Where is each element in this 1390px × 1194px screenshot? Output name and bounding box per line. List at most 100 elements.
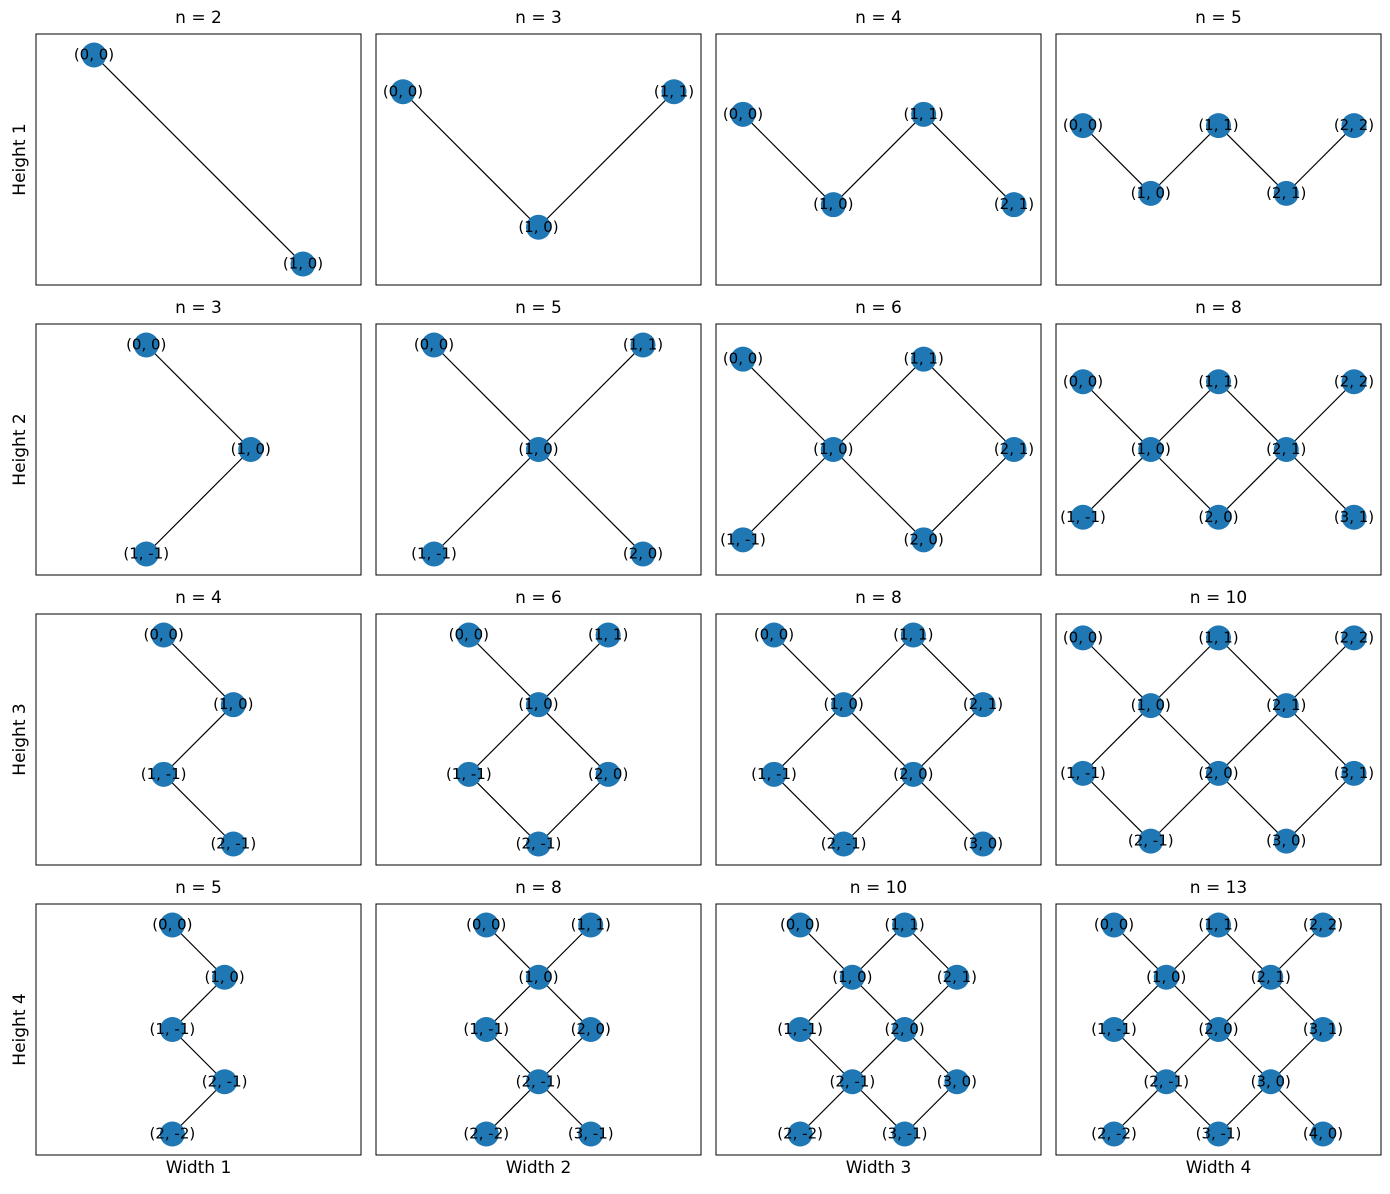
panel-frame xyxy=(35,903,362,1156)
node-label: (0, 0) xyxy=(723,350,763,368)
node-label: (1, 0) xyxy=(518,968,558,986)
node xyxy=(220,692,246,718)
node xyxy=(831,831,857,857)
node xyxy=(151,761,177,787)
node-label: (2, 1) xyxy=(1266,440,1306,458)
node-label: (2, -1) xyxy=(202,1072,248,1090)
node-label: (3, -1) xyxy=(1196,1125,1242,1143)
node-label: (1, -1) xyxy=(141,765,187,783)
node-label: (1, 1) xyxy=(1198,116,1238,134)
node-label: (1, -1) xyxy=(411,545,457,563)
node xyxy=(526,831,551,857)
edge xyxy=(1150,449,1219,518)
node xyxy=(526,1069,551,1095)
node xyxy=(1101,912,1127,938)
node xyxy=(911,527,937,553)
panel-frame xyxy=(375,613,702,866)
edge xyxy=(468,773,539,845)
node-label: (2, -1) xyxy=(516,835,562,853)
edge xyxy=(742,449,834,541)
panel-frame xyxy=(35,613,362,866)
node xyxy=(1070,760,1096,786)
node xyxy=(578,1121,604,1147)
node xyxy=(81,42,107,68)
node-label: (1, -1) xyxy=(720,530,766,548)
node xyxy=(595,761,621,787)
node xyxy=(630,541,656,567)
node xyxy=(839,1069,865,1095)
node xyxy=(1206,912,1231,938)
node xyxy=(900,622,926,648)
edge xyxy=(1082,125,1152,194)
panel-title: n = 8 xyxy=(515,878,562,898)
node-label: (2, -2) xyxy=(777,1125,823,1143)
edge xyxy=(1082,381,1152,450)
node xyxy=(1101,1121,1127,1147)
edge xyxy=(1285,705,1355,774)
node xyxy=(421,332,447,358)
node xyxy=(526,214,551,240)
edge xyxy=(1285,637,1355,707)
node xyxy=(661,79,687,105)
node xyxy=(944,1069,970,1095)
node-label: (2, 1) xyxy=(937,968,977,986)
panel-frame xyxy=(375,33,702,286)
edge xyxy=(1082,772,1152,842)
node xyxy=(1206,369,1231,395)
node-label: (1, 1) xyxy=(588,626,628,644)
panel-frame xyxy=(715,33,1042,286)
node xyxy=(456,761,482,787)
node-label: (2, 2) xyxy=(1303,916,1343,934)
edge xyxy=(912,704,984,775)
panel-title: n = 13 xyxy=(1190,878,1247,898)
edge xyxy=(1285,772,1355,842)
node-label: (2, 2) xyxy=(1334,628,1374,646)
node-label: (1, 0) xyxy=(1146,968,1186,986)
node xyxy=(1153,964,1179,990)
panel-title: n = 10 xyxy=(850,878,907,898)
node xyxy=(1070,113,1096,139)
node-label: (1, 1) xyxy=(1198,628,1238,646)
node xyxy=(1206,504,1231,530)
panel-frame xyxy=(375,323,702,576)
node xyxy=(1101,1017,1127,1042)
edge xyxy=(163,634,234,706)
node-label: (2, 1) xyxy=(1251,968,1291,986)
node xyxy=(133,332,159,358)
node-label: (2, 2) xyxy=(1334,372,1374,390)
edge xyxy=(1150,705,1219,774)
node xyxy=(238,437,264,462)
node-label: (1, 0) xyxy=(832,968,872,986)
node-label: (0, 0) xyxy=(383,82,423,100)
node-label: (1, -1) xyxy=(446,765,492,783)
node xyxy=(1258,964,1284,990)
node xyxy=(761,761,787,787)
node-label: (1, 0) xyxy=(1131,696,1171,714)
edge xyxy=(1285,125,1355,194)
node-label: (1, 1) xyxy=(1198,372,1238,390)
edge xyxy=(1218,772,1287,842)
edge xyxy=(1218,449,1287,518)
node xyxy=(1001,192,1027,218)
node xyxy=(595,622,621,648)
node xyxy=(911,101,937,127)
node-label: (0, 0) xyxy=(723,105,763,123)
node xyxy=(1206,1121,1231,1147)
node-label: (2, 1) xyxy=(1266,184,1306,202)
edge xyxy=(468,704,539,775)
edge xyxy=(1285,449,1355,518)
panel-frame xyxy=(1055,323,1382,576)
edge xyxy=(145,344,252,450)
edge xyxy=(832,113,925,206)
node xyxy=(839,964,865,990)
edge xyxy=(538,634,609,706)
node-label: (3, 0) xyxy=(937,1072,977,1090)
edge xyxy=(773,634,845,706)
node xyxy=(526,964,551,990)
node xyxy=(730,527,756,553)
node-label: (1, 1) xyxy=(884,916,924,934)
edge xyxy=(742,358,834,450)
node xyxy=(526,692,551,718)
node-label: (1, 1) xyxy=(623,336,663,354)
panel-frame xyxy=(1055,613,1382,866)
